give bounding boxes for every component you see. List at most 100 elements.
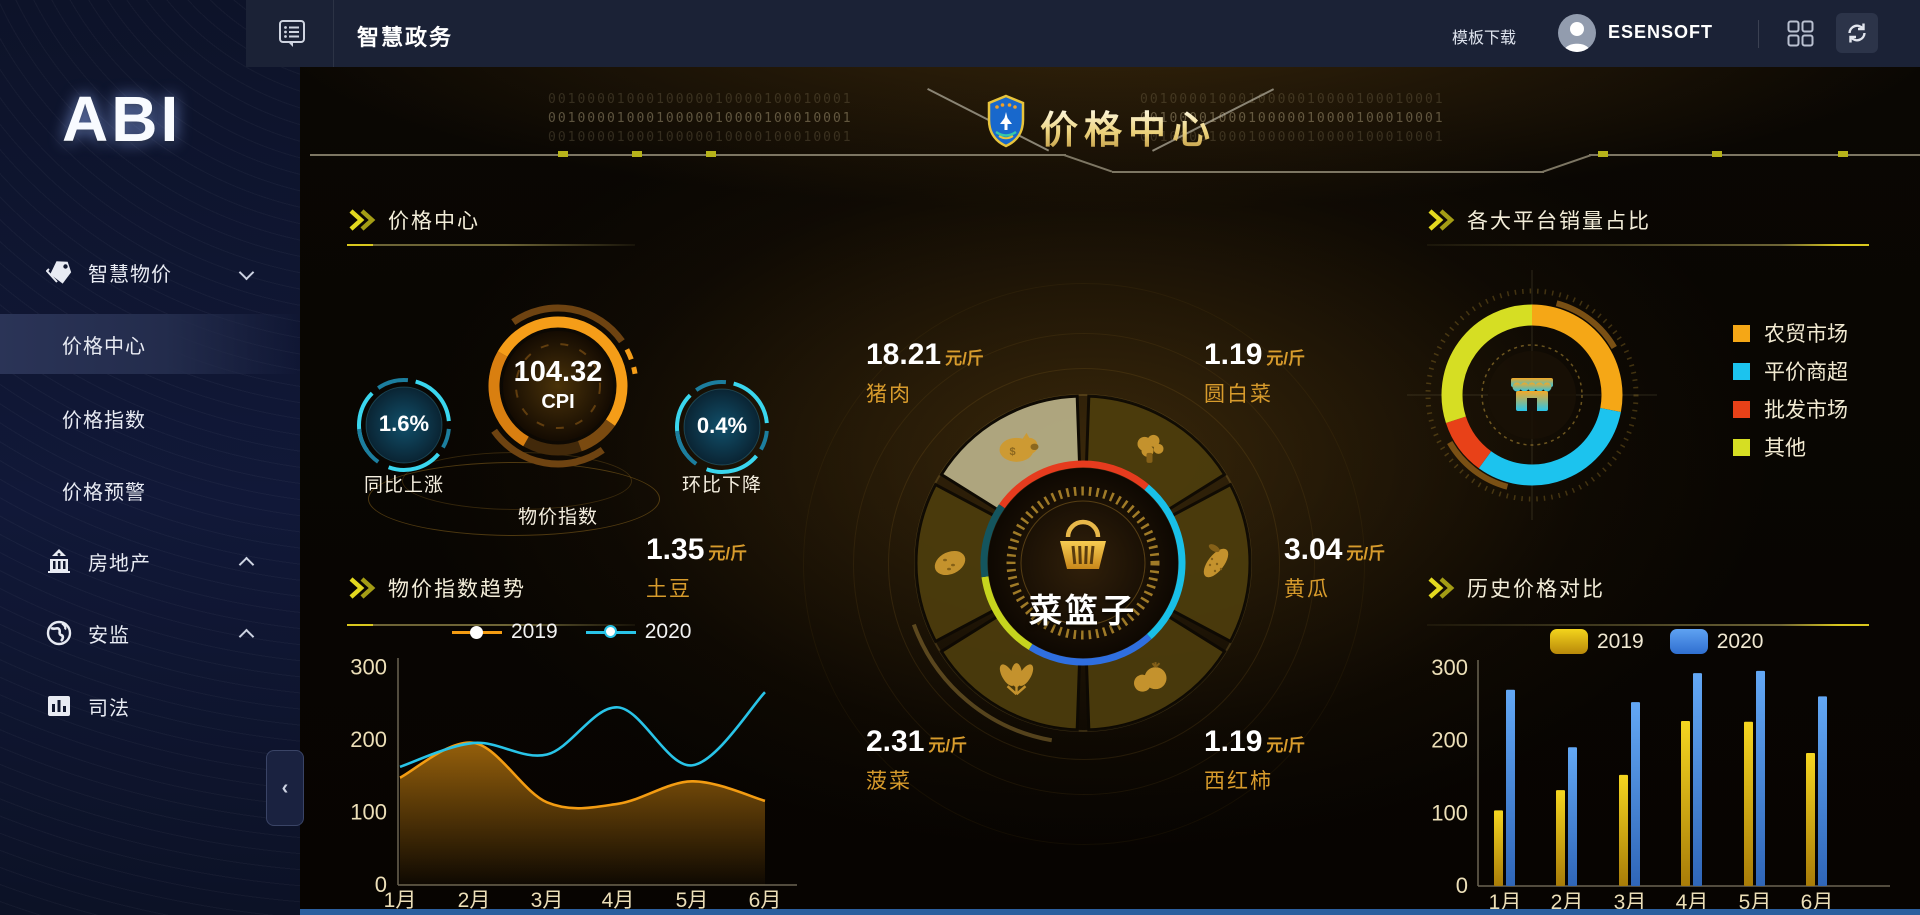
sidebar-item-label: 价格指数 (62, 409, 146, 432)
price-item-spinach: 2.31 元/斤 菠菜 (866, 725, 967, 795)
axis-tick: 5月 (676, 889, 709, 912)
menu-icon[interactable] (277, 18, 307, 54)
legend-swatch (1733, 324, 1750, 342)
refresh-button[interactable] (1836, 13, 1878, 53)
section-title: 价格中心 (388, 210, 480, 233)
legend-item-farmers-market[interactable]: 农贸市场 (1733, 314, 1848, 352)
cpi-unit: CPI (541, 391, 575, 413)
section-title: 各大平台销量占比 (1467, 210, 1651, 233)
sidebar-item-label: 智慧物价 (88, 263, 172, 286)
price-unit: 元/斤 (1266, 736, 1306, 755)
section-underline (1427, 624, 1869, 626)
legend-item-2020[interactable]: 2020 (585, 620, 691, 644)
axis-tick: 0 (1456, 873, 1468, 898)
axis-tick: 3月 (1614, 891, 1647, 914)
price-name: 西红柿 (1204, 770, 1273, 793)
user-icon (1564, 22, 1590, 52)
potato-icon (934, 550, 966, 576)
cpi-value-block: 104.32 CPI (463, 356, 653, 414)
banner-line (310, 154, 1066, 156)
sidebar-item-justice[interactable]: 司法 (0, 680, 300, 732)
topbar-divider (333, 0, 334, 67)
donut-legend: 农贸市场 平价商超 批发市场 其他 (1733, 314, 1848, 466)
cabbage-icon (1137, 434, 1164, 463)
legend-swatch (1669, 629, 1708, 654)
price-value: 1.35 (646, 533, 705, 566)
section-underline (347, 244, 635, 246)
legend-item-2020[interactable]: 2020 (1669, 629, 1763, 654)
price-item-cabbage: 1.19 元/斤 圆白菜 (1204, 338, 1305, 408)
refresh-icon (1848, 23, 1866, 43)
sidebar-item-label: 价格预警 (62, 481, 146, 504)
chevron-up-icon (238, 556, 255, 573)
banner-accent-square (706, 151, 716, 157)
sidebar-item-smart-prices[interactable]: 智慧物价 (0, 246, 300, 298)
banner-binary-texture: 0010000100010000010000100010001 00100001… (1140, 92, 1445, 145)
platform-donut-chart (1407, 270, 1657, 520)
legend-item-2019[interactable]: 2019 (452, 620, 558, 644)
sidebar-item-real-estate[interactable]: 房地产 (0, 535, 300, 587)
banner-accent-square (558, 151, 568, 157)
logo: ABI (62, 83, 182, 155)
sidebar-item-safety[interactable]: 安监 (0, 607, 300, 659)
sidebar-item-label: 司法 (88, 697, 130, 720)
trend-legend: 2019 2020 (452, 620, 691, 644)
axis-tick: 200 (1431, 728, 1468, 753)
banner-accent-square (1838, 151, 1848, 157)
price-value: 3.04 (1284, 533, 1343, 566)
sidebar-item-price-index[interactable]: 价格指数 (0, 392, 300, 444)
collapse-chevron-icon: ‹ (281, 776, 289, 799)
mom-label: 环比下降 (681, 475, 762, 496)
topbar-divider (1758, 20, 1759, 48)
price-unit: 元/斤 (708, 544, 748, 563)
apps-grid-icon[interactable] (1787, 20, 1814, 52)
legend-item-other[interactable]: 其他 (1733, 428, 1848, 466)
section-header-platform: 各大平台销量占比 (1427, 206, 1651, 234)
sidebar-item-label: 房地产 (88, 552, 151, 575)
sidebar-item-price-center[interactable]: 价格中心 (0, 314, 300, 374)
sidebar: ABI 智慧物价 价格中心 价格指数 价格预警 (0, 0, 300, 915)
price-name: 土豆 (646, 578, 692, 601)
axis-tick: 2月 (458, 889, 491, 912)
sidebar-item-label: 价格中心 (62, 335, 146, 358)
yoy-gauge (357, 378, 451, 472)
price-unit: 元/斤 (928, 736, 968, 755)
axis-tick: 6月 (749, 889, 782, 912)
trend-chart: 0 100 200 300 1月 2月 3月 4月 5月 6月 (350, 655, 797, 912)
avatar[interactable] (1558, 14, 1596, 52)
history-bar-chart: 0 100 200 300 1月 2月 3月 4月 5月 6月 (1431, 655, 1890, 914)
axis-tick: 4月 (602, 889, 635, 912)
price-name: 黄瓜 (1284, 578, 1330, 601)
sidebar-item-price-warning[interactable]: 价格预警 (0, 464, 300, 516)
history-legend: 2019 2020 (1550, 629, 1763, 654)
storefront-icon (1511, 378, 1553, 411)
banner-accent-square (1598, 151, 1608, 157)
basket-center-label: 菜篮子 (1029, 592, 1137, 629)
building-icon (46, 548, 72, 574)
bottom-scroll-strip[interactable] (300, 909, 1920, 915)
banner-binary-texture: 0010000100010000010000100010001 00100001… (548, 92, 853, 145)
mom-value: 0.4% (696, 413, 748, 438)
username[interactable]: ESENSOFT (1608, 22, 1714, 42)
price-unit: 元/斤 (1346, 544, 1386, 563)
price-value: 2.31 (866, 725, 925, 758)
section-title: 物价指数趋势 (388, 578, 526, 601)
sidebar-collapse-button[interactable]: ‹ (266, 750, 304, 826)
price-item-tomato: 1.19 元/斤 西红柿 (1204, 725, 1305, 795)
section-underline (347, 624, 635, 626)
legend-item-2019[interactable]: 2019 (1550, 629, 1644, 654)
axis-tick: 300 (350, 655, 387, 680)
app-title: 智慧政务 (357, 25, 454, 50)
basket-wheel[interactable]: $ (883, 363, 1283, 763)
barchart-icon (46, 693, 72, 719)
globe-icon (46, 620, 72, 646)
price-name: 猪肉 (866, 383, 912, 406)
double-chevron-icon (1428, 209, 1455, 231)
legend-item-supermarket[interactable]: 平价商超 (1733, 352, 1848, 390)
banner-line (1589, 154, 1920, 156)
pig-icon: $ (999, 432, 1039, 462)
template-download-link[interactable]: 模板下载 (1452, 30, 1517, 47)
legend-item-wholesale[interactable]: 批发市场 (1733, 390, 1848, 428)
price-name: 菠菜 (866, 770, 912, 793)
legend-line-dot (585, 624, 636, 639)
